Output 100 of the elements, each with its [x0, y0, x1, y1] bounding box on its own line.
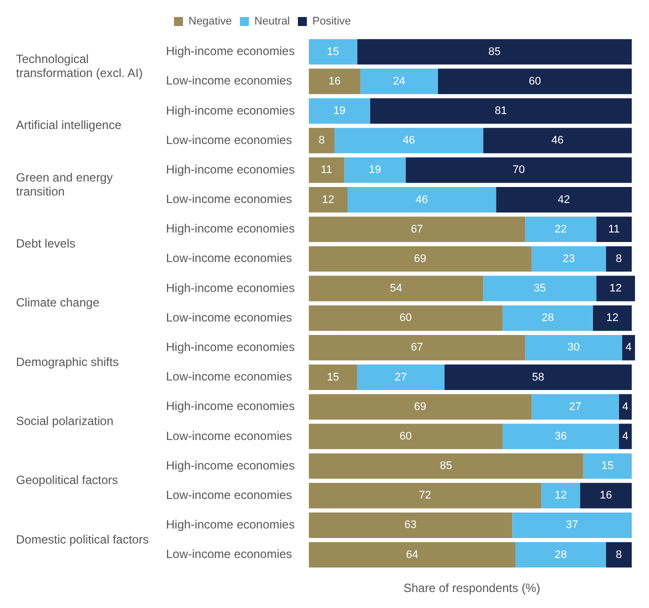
data-label: 35: [534, 282, 546, 295]
data-label: 16: [600, 490, 612, 502]
data-label: 12: [606, 312, 619, 324]
y-tick-label: High-income economies: [166, 222, 295, 236]
bar: [502, 305, 594, 331]
bar: [308, 39, 358, 65]
data-label: 19: [368, 164, 382, 176]
data-label: 72: [418, 490, 432, 502]
data-label: 85: [440, 460, 452, 472]
data-label: 60: [528, 75, 541, 88]
data-label: 4: [622, 430, 628, 442]
bar: [512, 512, 632, 538]
data-label: 85: [488, 46, 501, 58]
text: Climate change: [16, 296, 100, 310]
text: Debt levels: [16, 236, 76, 250]
bar: [406, 157, 632, 183]
data-label: 46: [551, 134, 564, 147]
data-label: 67: [410, 342, 424, 354]
bar: [444, 364, 632, 390]
data-label: 30: [567, 342, 580, 354]
data-label: 11: [608, 223, 620, 236]
data-label: 15: [326, 46, 340, 58]
text: Artificial intelligence: [16, 118, 122, 132]
data-label: 27: [569, 400, 582, 413]
data-label: 12: [554, 490, 567, 502]
y-tick-label: Low-income economies: [166, 488, 292, 502]
bar: [606, 542, 632, 568]
bar: [308, 216, 526, 242]
bar: [308, 187, 348, 212]
bar: [357, 364, 444, 390]
y-tick-label: High-income economies: [166, 44, 295, 58]
data-label: 8: [616, 252, 622, 265]
data-label: 22: [554, 223, 567, 236]
bar: [541, 482, 580, 508]
bar: [525, 334, 622, 360]
x-axis-title: Share of respondents (%): [403, 581, 540, 596]
data-label: 42: [558, 194, 570, 206]
data-label: 28: [542, 312, 554, 324]
bar: [308, 98, 370, 124]
data-label: 28: [554, 548, 567, 561]
data-label: 16: [328, 75, 341, 88]
y-tick-label: Low-income economies: [166, 547, 292, 562]
text: Green and energy transition: [16, 170, 113, 198]
bar: [515, 542, 606, 568]
y-tick-label: Low-income economies: [166, 310, 292, 324]
data-label: 8: [616, 548, 622, 561]
data-label: 46: [416, 194, 428, 206]
text: Technological transformation (excl. AI): [16, 52, 143, 80]
y-tick-label: Low-income economies: [166, 132, 292, 147]
data-label: 67: [410, 223, 424, 236]
bar: [308, 334, 526, 360]
data-label: 54: [390, 282, 402, 295]
bar: [308, 157, 344, 183]
bar: [308, 453, 584, 479]
bar: [308, 68, 360, 94]
text: Domestic political factors: [16, 532, 149, 546]
bar: [580, 482, 632, 508]
data-label: 4: [625, 342, 632, 354]
y-tick-label: High-income economies: [166, 280, 295, 295]
bar: [308, 364, 358, 390]
y-tick-label: Low-income economies: [166, 428, 292, 443]
data-label: 70: [512, 164, 525, 176]
y-tick-label: High-income economies: [166, 340, 295, 354]
bar: [308, 128, 335, 154]
data-label: 8: [318, 134, 325, 147]
data-label: 23: [562, 252, 575, 265]
bar: [308, 394, 532, 420]
bar: [370, 98, 632, 124]
y-tick-label: Low-income economies: [166, 74, 292, 88]
data-label: 24: [393, 75, 406, 88]
data-label: 69: [414, 400, 426, 413]
bar: [583, 453, 632, 479]
bar: [308, 276, 484, 302]
legend-label: Negative: [188, 16, 232, 28]
bar: [438, 68, 632, 94]
data-label: 69: [414, 252, 426, 265]
legend-label: Neutral: [254, 16, 290, 28]
bar: [308, 542, 516, 568]
bar: [618, 394, 632, 420]
data-label: 63: [404, 519, 417, 532]
data-label: 12: [609, 282, 622, 295]
bar: [622, 334, 635, 360]
bar: [308, 246, 532, 272]
bar: [334, 128, 484, 154]
data-label: 81: [494, 105, 508, 118]
legend-label: Positive: [312, 16, 351, 28]
data-label: 64: [406, 548, 418, 561]
y-tick-label: Low-income economies: [166, 251, 292, 266]
bar: [532, 394, 619, 420]
bar: [593, 305, 632, 331]
bar: [347, 187, 496, 212]
y-tick-label: High-income economies: [166, 103, 295, 118]
data-label: 36: [554, 430, 567, 442]
text: Demographic shifts: [16, 354, 119, 369]
y-tick-label: High-income economies: [166, 518, 295, 532]
bar: [596, 216, 632, 242]
bar: [596, 276, 635, 302]
text: Social polarization: [16, 414, 114, 428]
data-label: 60: [400, 312, 412, 324]
y-tick-label: Low-income economies: [166, 192, 292, 206]
